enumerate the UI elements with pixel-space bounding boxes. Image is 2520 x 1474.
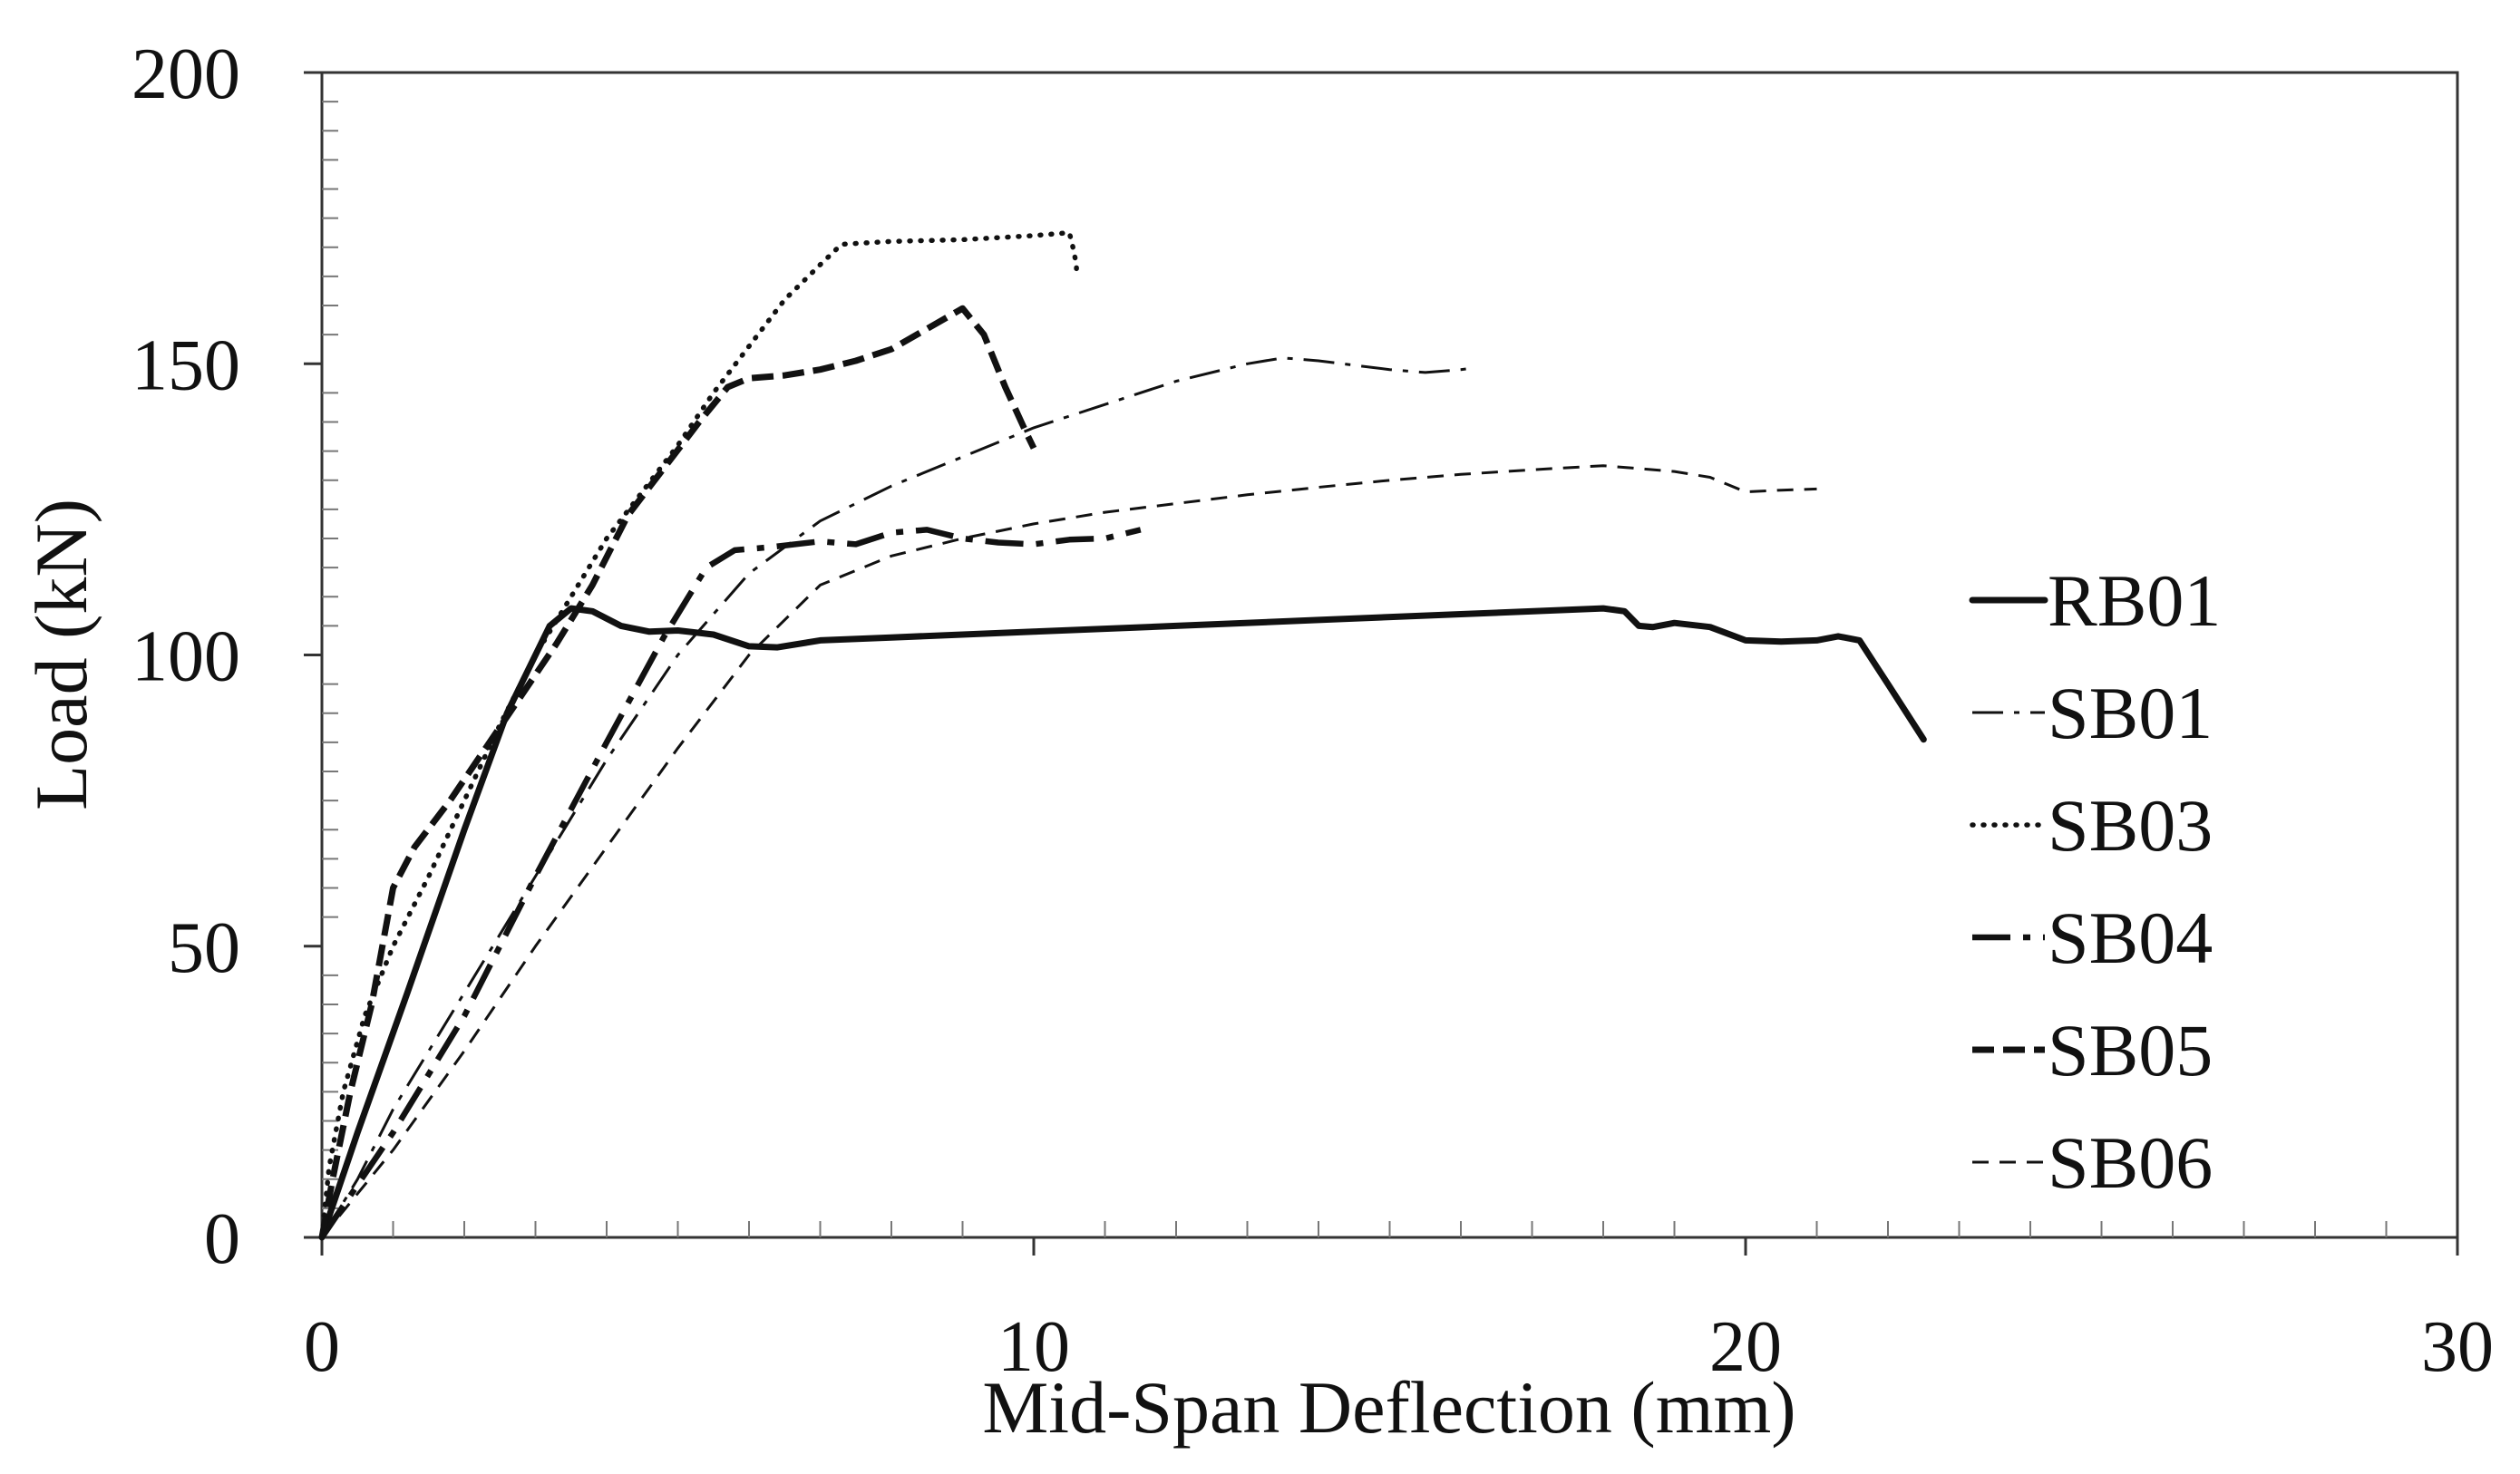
y-tick-label: 50 [168,908,240,988]
x-tick-label: 10 [997,1307,1070,1387]
series-line-sb06 [320,464,1817,1238]
legend-label-sb01: SB01 [2048,672,2213,754]
y-tick-label: 200 [131,34,240,114]
series-line-sb03 [319,229,1079,1240]
legend-label-sb06: SB06 [2048,1121,2213,1204]
legend-label-sb03: SB03 [2048,784,2213,867]
y-tick-label: 0 [204,1199,240,1279]
x-tick-label: 20 [1709,1307,1782,1387]
y-tick-label: 100 [131,617,240,697]
legend: RB01 SB01 SB03 SB04 SB05 SB06 [1969,559,2221,1204]
legend-label-rb01: RB01 [2048,559,2221,642]
series-line-sb01 [320,356,1475,1238]
x-tick-label: 0 [304,1307,340,1387]
y-axis-title: Load (kN) [20,499,102,810]
series-line-sb05 [318,305,1037,1238]
series-layer [318,229,1927,1241]
major-ticks: 0 10 20 30 0 50 100 150 200 [131,34,2494,1387]
x-axis-title: Mid-Span Deflection (mm) [982,1366,1795,1449]
legend-label-sb05: SB05 [2048,1009,2213,1091]
y-tick-label: 150 [131,325,240,405]
minor-ticks [322,101,2388,1237]
legend-label-sb04: SB04 [2048,897,2213,979]
x-tick-label: 30 [2421,1307,2494,1387]
series-line-rb01 [318,605,1927,1241]
